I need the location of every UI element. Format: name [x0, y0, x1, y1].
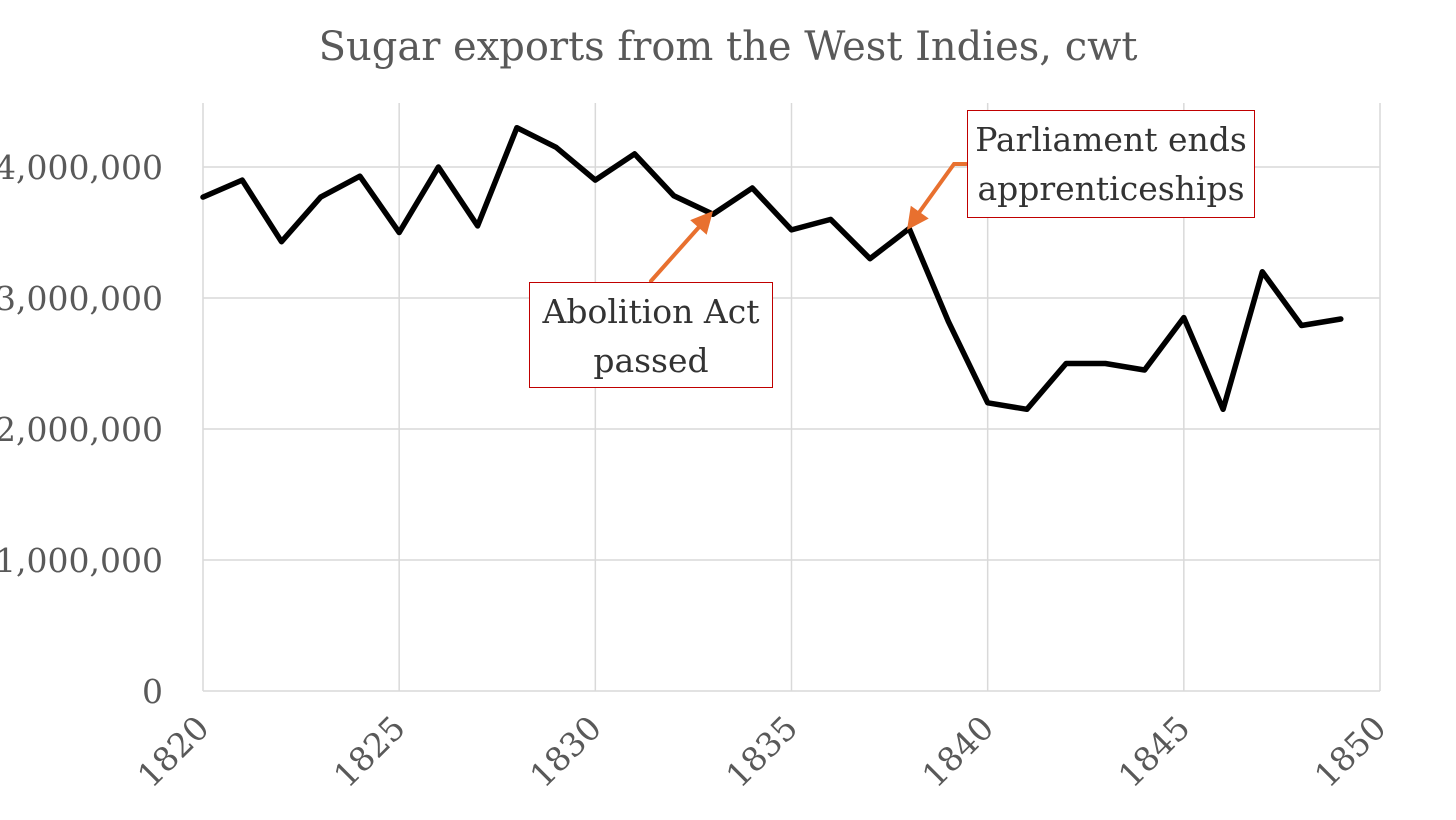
annotation-arrow [649, 224, 702, 283]
chart-title: Sugar exports from the West Indies, cwt [318, 24, 1138, 70]
annotation-arrow-head [907, 205, 929, 230]
annotation-line: apprenticeships [977, 169, 1245, 208]
series-line [200, 124, 1344, 413]
annotation-abolition-act: Abolition Act passed [529, 282, 773, 388]
x-tick-label: 1820 [130, 708, 217, 795]
x-tick-label: 1840 [914, 708, 1001, 795]
y-tick-label: 2,000,000 [0, 410, 163, 449]
y-tick-label: 3,000,000 [0, 279, 163, 318]
annotation-line: passed [593, 341, 709, 380]
x-tick-label: 1825 [326, 708, 413, 795]
y-tick-label: 1,000,000 [0, 541, 163, 580]
annotation-arrow [916, 162, 968, 216]
y-tick-label: 0 [142, 672, 163, 711]
x-tick-label: 1850 [1307, 708, 1394, 795]
x-tick-label: 1830 [522, 708, 609, 795]
annotation-apprenticeships: Parliament ends apprenticeships [967, 110, 1255, 218]
annotation-line: Abolition Act [542, 292, 760, 331]
x-tick-label: 1835 [718, 708, 805, 795]
annotation-line: Parliament ends [975, 120, 1247, 159]
y-tick-label: 4,000,000 [0, 148, 163, 187]
annotation-arrow-head [690, 211, 713, 235]
x-tick-label: 1845 [1111, 708, 1198, 795]
